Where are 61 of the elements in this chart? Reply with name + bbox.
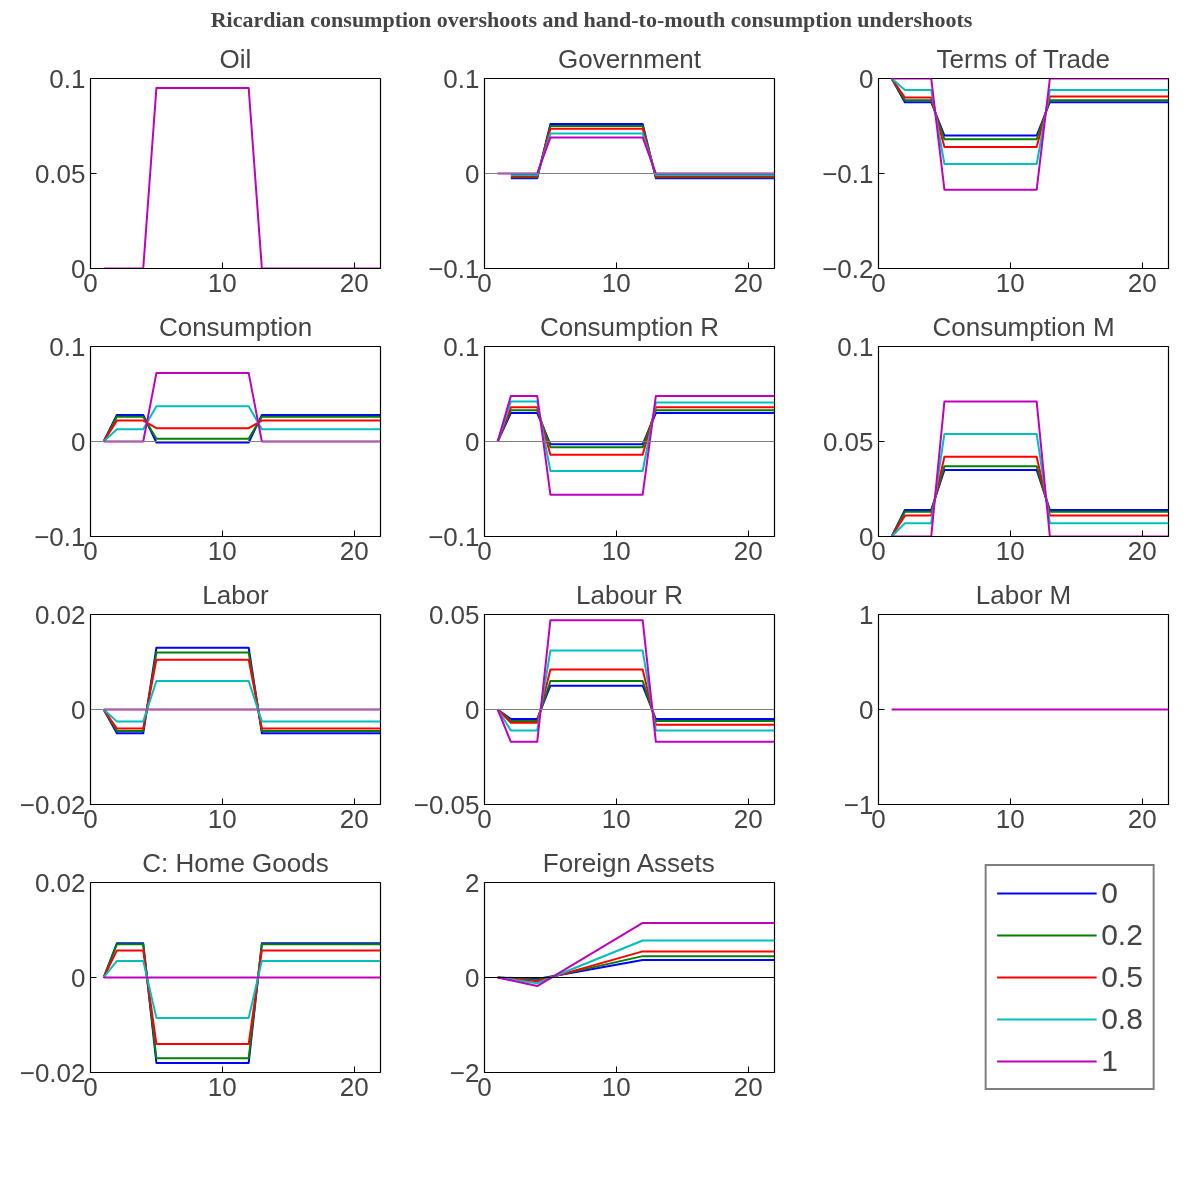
x-tick-label: 10 xyxy=(601,535,631,566)
x-tick-label: 20 xyxy=(339,1071,369,1102)
y-tick-label: 0.05 xyxy=(822,426,874,457)
y-tick-label: 0 xyxy=(859,63,874,94)
x-tick-label: 10 xyxy=(995,803,1025,834)
chart-title: Labour R xyxy=(576,579,683,610)
chart-title: Government xyxy=(557,43,702,74)
x-tick-label: 10 xyxy=(601,803,631,834)
y-tick-label: 0 xyxy=(71,426,86,457)
y-tick-label: 0 xyxy=(859,694,874,725)
text: Ricardian consumption overshoots and hand-to-mouth consumption undershoots xyxy=(210,6,973,32)
x-tick-label: 20 xyxy=(339,535,369,566)
x-tick-label: 10 xyxy=(207,803,237,834)
y-tick-label: 0.02 xyxy=(34,867,86,898)
y-tick-label: 0 xyxy=(465,158,480,189)
x-tick-label: 20 xyxy=(1127,267,1157,298)
y-tick-label: 0.1 xyxy=(443,331,480,362)
y-tick-label: 0.1 xyxy=(837,331,874,362)
y-tick-label: 1 xyxy=(859,599,874,630)
x-tick-label: 20 xyxy=(733,803,763,834)
chart-title: Oil xyxy=(219,43,252,74)
legend-label: 0.2 xyxy=(1101,918,1143,952)
x-tick-label: 10 xyxy=(995,535,1025,566)
y-tick-label: 0 xyxy=(71,962,86,993)
x-tick-label: 10 xyxy=(207,267,237,298)
y-tick-label: −0.1 xyxy=(822,158,874,189)
x-tick-label: 10 xyxy=(207,535,237,566)
x-tick-label: 20 xyxy=(339,803,369,834)
legend-label: 0.8 xyxy=(1101,1002,1143,1036)
y-tick-label: 0.1 xyxy=(49,331,86,362)
chart-title: Consumption xyxy=(158,311,313,342)
y-tick-label: 0.1 xyxy=(443,63,480,94)
chart-title: Consumption R xyxy=(539,311,720,342)
x-tick-label: 20 xyxy=(1127,535,1157,566)
x-tick-label: 20 xyxy=(339,267,369,298)
y-tick-label: 0 xyxy=(465,962,480,993)
chart-title: Terms of Trade xyxy=(936,43,1110,74)
y-tick-label: 0 xyxy=(465,694,480,725)
chart-title: Consumption M xyxy=(932,311,1115,342)
chart-title: Labor xyxy=(202,579,270,610)
legend-label: 1 xyxy=(1101,1044,1119,1078)
y-tick-label: 0.05 xyxy=(34,158,86,189)
legend-label: 0.5 xyxy=(1101,960,1143,994)
y-tick-label: 0.1 xyxy=(49,63,86,94)
y-tick-label: 0.05 xyxy=(428,599,480,630)
x-tick-label: 10 xyxy=(601,1071,631,1102)
x-tick-label: 20 xyxy=(1127,803,1157,834)
x-tick-label: 20 xyxy=(733,267,763,298)
chart-title: Foreign Assets xyxy=(542,847,715,878)
x-tick-label: 10 xyxy=(995,267,1025,298)
chart-title: C: Home Goods xyxy=(142,847,329,878)
y-tick-label: 0 xyxy=(71,694,86,725)
x-tick-label: 10 xyxy=(207,1071,237,1102)
x-tick-label: 20 xyxy=(733,1071,763,1102)
chart-title: Labor M xyxy=(975,579,1072,610)
x-tick-label: 10 xyxy=(601,267,631,298)
y-tick-label: 0.02 xyxy=(34,599,86,630)
y-tick-label: 0 xyxy=(465,426,480,457)
y-tick-label: 2 xyxy=(465,867,480,898)
x-tick-label: 20 xyxy=(733,535,763,566)
legend-label: 0 xyxy=(1101,876,1119,910)
